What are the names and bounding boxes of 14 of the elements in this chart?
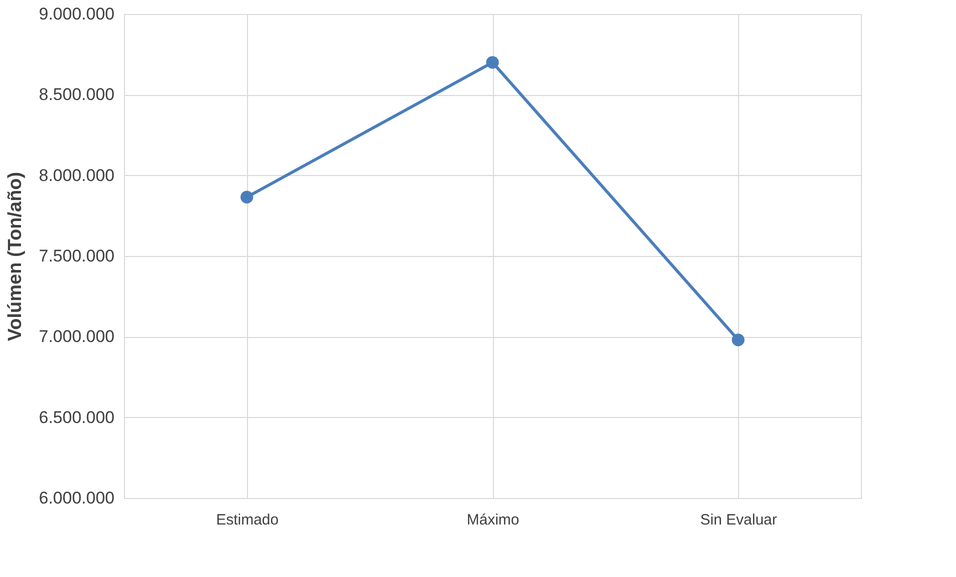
y-tick-label: 9.000.000 bbox=[38, 4, 114, 24]
x-tick-label: Estimado bbox=[216, 512, 279, 528]
point bbox=[486, 56, 499, 69]
y-tick-label: 8.500.000 bbox=[38, 85, 114, 104]
point bbox=[240, 190, 254, 204]
y-tick-label: 7.500.000 bbox=[38, 246, 114, 266]
y-tick-label: 8.000.000 bbox=[38, 166, 114, 185]
x-tick-label: Máximo bbox=[466, 512, 520, 528]
y-axis-title: Volúmen (Ton/año) bbox=[4, 172, 26, 342]
point bbox=[732, 334, 744, 346]
y-tick-label: 6.000.000 bbox=[38, 488, 114, 508]
y-tick-label: 7.000.000 bbox=[38, 327, 114, 346]
y-tick-label: 6.500.000 bbox=[38, 408, 114, 427]
x-tick-label: Sin Evaluar bbox=[700, 512, 778, 528]
